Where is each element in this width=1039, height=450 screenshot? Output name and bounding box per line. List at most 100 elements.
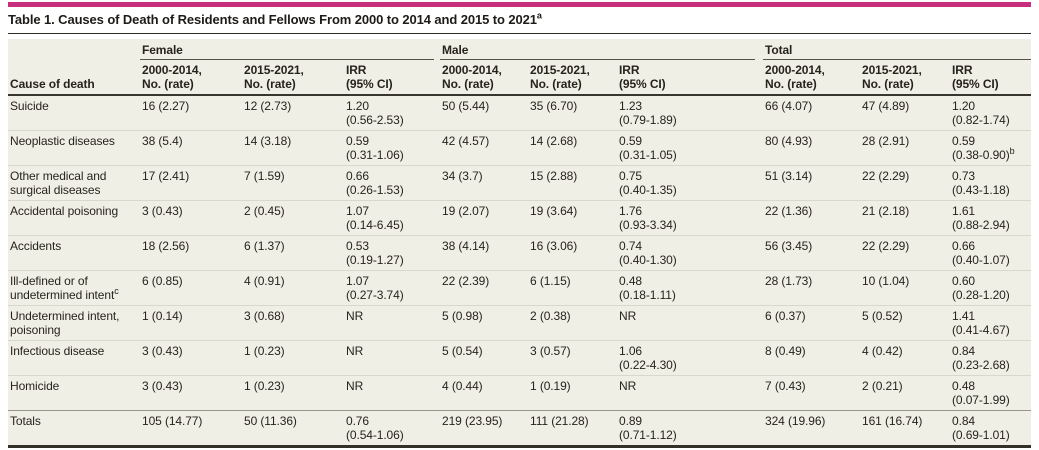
cell-total-2015-2021: 22 (2.29) [860, 165, 951, 201]
group-header-female-label: Female [140, 43, 435, 60]
table-row: Undetermined intent, poisoning 1 (0.14) … [8, 305, 1032, 341]
group-header-total: Total [763, 39, 1032, 60]
column-header-row: Cause of death 2000-2014, No. (rate) 201… [8, 60, 1032, 96]
cell-cause-of-death: Undetermined intent, poisoning [8, 305, 140, 341]
table-row: Ill-defined or of undetermined intentc 6… [8, 270, 1032, 306]
cell-total-2015-2021: 4 (0.42) [860, 340, 951, 376]
cell-total-2000-2014: 80 (4.93) [763, 130, 861, 166]
cell-male-2015-2021: 2 (0.38) [528, 305, 618, 341]
cell-female-irr: 1.07 (0.14-6.45) [344, 200, 441, 236]
cell-cause-of-death: Suicide [10, 99, 49, 113]
cell-total-irr: 0.73 (0.43-1.18) [950, 165, 1032, 201]
causes-of-death-table: Female Male Total Cause of death 2000-20… [8, 39, 1032, 448]
cell-female-irr: 0.53 (0.19-1.27) [344, 235, 441, 271]
cell-male-2015-2021: 14 (2.68) [528, 130, 618, 166]
cell-male-2015-2021: 111 (21.28) [528, 410, 618, 447]
cell-cause-of-death: Infectious disease [8, 340, 140, 376]
cell-total-irr: 0.59 (0.38-0.90)b [950, 130, 1032, 166]
group-header-row: Female Male Total [8, 39, 1032, 60]
cell-female-2015-2021: 14 (3.18) [242, 130, 344, 166]
cell-male-2015-2021: 19 (3.64) [528, 200, 618, 236]
cell-male-2015-2021: 35 (6.70) [530, 99, 578, 113]
cell-female-2000-2014: 6 (0.85) [140, 270, 242, 306]
cell-female-irr: NR [344, 375, 441, 411]
cell-female-2000-2014: 38 (5.4) [140, 130, 242, 166]
cell-male-2015-2021: 16 (3.06) [528, 235, 618, 271]
cell-female-2015-2021: 1 (0.23) [242, 375, 344, 411]
cell-total-2000-2014: 324 (19.96) [763, 410, 861, 447]
table-row: Neoplastic diseases 38 (5.4) 14 (3.18) 0… [8, 130, 1032, 166]
cell-cause-of-death: Accidents [8, 235, 140, 271]
cell-male-2015-2021: 15 (2.88) [528, 165, 618, 201]
cell-female-2000-2014: 3 (0.43) [140, 200, 242, 236]
table-body: Suicide 16 (2.27) 12 (2.73) 1.20 (0.56-2.… [8, 95, 1032, 447]
column-header-male-irr: IRR (95% CI) [617, 60, 764, 96]
cell-total-2015-2021: 22 (2.29) [860, 235, 951, 271]
cell-female-2015-2021: 3 (0.68) [242, 305, 344, 341]
cell-female-2015-2021: 1 (0.23) [242, 340, 344, 376]
cell-total-2015-2021: 10 (1.04) [860, 270, 951, 306]
table-title-text: Table 1. Causes of Death of Residents an… [8, 12, 537, 27]
column-header-cause-of-death: Cause of death [8, 60, 140, 96]
cell-male-2000-2014: 50 (5.44) [442, 99, 490, 113]
cell-female-2015-2021: 12 (2.73) [244, 99, 292, 113]
cell-male-irr: NR [617, 305, 764, 341]
cell-female-irr: 0.59 (0.31-1.06) [344, 130, 441, 166]
cell-female-2015-2021: 7 (1.59) [242, 165, 344, 201]
cell-total-2000-2014: 7 (0.43) [763, 375, 861, 411]
cell-male-2000-2014: 42 (4.57) [440, 130, 529, 166]
cell-cause-of-death: Other medical and surgical diseases [8, 165, 140, 201]
table-row: Homicide 3 (0.43) 1 (0.23) NR 4 (0.44) 1… [8, 375, 1032, 411]
cell-total-irr: 1.41 (0.41-4.67) [950, 305, 1032, 341]
cell-total-2000-2014: 66 (4.07) [765, 99, 813, 113]
cell-total-irr: 1.61 (0.88-2.94) [950, 200, 1032, 236]
cell-total-irr: 1.20 (0.82-1.74) [952, 99, 1010, 127]
table-row: Infectious disease 3 (0.43) 1 (0.23) NR … [8, 340, 1032, 376]
table-row: Accidents 18 (2.56) 6 (1.37) 0.53 (0.19-1… [8, 235, 1032, 271]
cell-male-2000-2014: 22 (2.39) [440, 270, 529, 306]
group-header-male: Male [440, 39, 763, 60]
cell-male-irr: NR [617, 375, 764, 411]
cell-male-irr: 1.06 (0.22-4.30) [617, 340, 764, 376]
cell-female-2000-2014: 105 (14.77) [140, 410, 242, 447]
cell-male-2000-2014: 219 (23.95) [440, 410, 529, 447]
table-title-footnote-marker: a [536, 10, 542, 21]
cell-cause-of-death: Homicide [8, 375, 140, 411]
column-header-female-2000-2014: 2000-2014, No. (rate) [140, 60, 242, 96]
cell-female-2000-2014: 1 (0.14) [140, 305, 242, 341]
column-header-total-2000-2014: 2000-2014, No. (rate) [763, 60, 861, 96]
cell-female-irr: NR [344, 305, 441, 341]
cell-total-2015-2021: 21 (2.18) [860, 200, 951, 236]
cell-total-2015-2021: 2 (0.21) [860, 375, 951, 411]
group-header-male-label: Male [440, 43, 756, 60]
cell-female-irr: 1.07 (0.27-3.74) [344, 270, 441, 306]
cell-total-irr: 0.48 (0.07-1.99) [950, 375, 1032, 411]
cell-cause-of-death: Ill-defined or of undetermined intentc [8, 270, 140, 306]
cell-total-2015-2021: 28 (2.91) [860, 130, 951, 166]
cell-male-2000-2014: 19 (2.07) [440, 200, 529, 236]
cell-female-2000-2014: 3 (0.43) [140, 340, 242, 376]
cell-male-2000-2014: 5 (0.98) [440, 305, 529, 341]
cell-total-irr: 0.66 (0.40-1.07) [950, 235, 1032, 271]
cell-male-irr: 0.48 (0.18-1.11) [617, 270, 764, 306]
cell-male-irr: 1.76 (0.93-3.34) [617, 200, 764, 236]
journal-accent-bar [8, 2, 1031, 7]
cell-female-2015-2021: 50 (11.36) [242, 410, 344, 447]
cell-total-2000-2014: 28 (1.73) [763, 270, 861, 306]
cell-male-2015-2021: 6 (1.15) [528, 270, 618, 306]
cell-total-2000-2014: 6 (0.37) [763, 305, 861, 341]
cell-male-2000-2014: 34 (3.7) [440, 165, 529, 201]
cell-male-2015-2021: 3 (0.57) [528, 340, 618, 376]
table-row: Suicide 16 (2.27) 12 (2.73) 1.20 (0.56-2.… [8, 95, 1031, 131]
column-header-male-2015-2021: 2015-2021, No. (rate) [528, 60, 618, 96]
cell-total-2000-2014: 56 (3.45) [763, 235, 861, 271]
cell-total-2000-2014: 22 (1.36) [763, 200, 861, 236]
cell-cause-of-death: Neoplastic diseases [8, 130, 140, 166]
group-header-spacer [8, 39, 140, 60]
cell-male-irr: 1.23 (0.79-1.89) [619, 99, 677, 127]
cell-female-2000-2014: 17 (2.41) [140, 165, 242, 201]
cell-female-2000-2014: 18 (2.56) [140, 235, 242, 271]
cell-cause-of-death: Accidental poisoning [8, 200, 140, 236]
cell-male-2000-2014: 4 (0.44) [440, 375, 529, 411]
table-title: Table 1. Causes of Death of Residents an… [8, 7, 1031, 34]
